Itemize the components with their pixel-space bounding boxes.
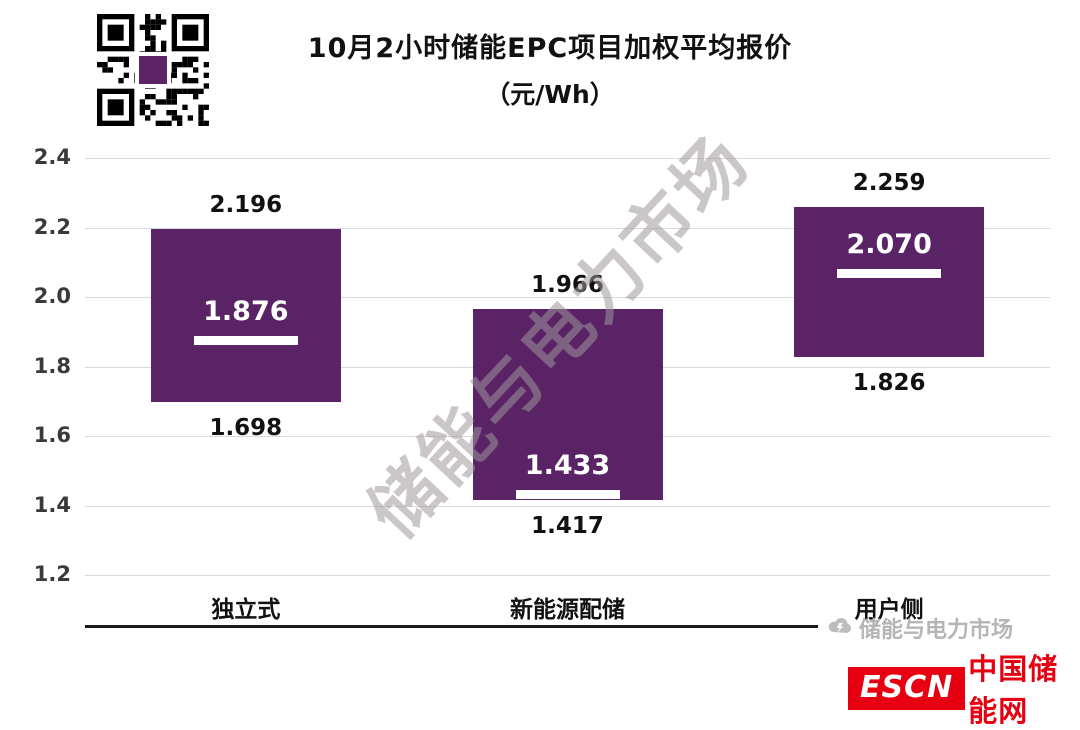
grid-line [85, 297, 1050, 298]
bar: 1.876 [150, 228, 341, 402]
grid-line [85, 505, 1050, 507]
bar-min-label: 1.698 [209, 414, 283, 441]
x-category-label: 用户侧 [854, 597, 924, 623]
grid-line [85, 227, 1050, 229]
x-category-label: 新能源配储 [510, 597, 625, 623]
bar-avg-label: 1.876 [203, 296, 289, 328]
y-tick-label: 1.6 [33, 423, 71, 447]
bar-max-label: 1.966 [531, 271, 604, 298]
bar-min-label: 1.826 [852, 370, 926, 397]
escn-logo: ESCN 中国储能网 [848, 646, 1080, 730]
y-tick-label: 2.2 [33, 214, 71, 239]
bar-max-label: 2.196 [209, 191, 283, 218]
bar: 1.433 [472, 308, 663, 500]
y-tick-label: 2.0 [33, 284, 71, 308]
chart-subtitle: （元/Wh） [485, 80, 615, 109]
y-tick-label: 1.2 [33, 562, 71, 586]
chart-title: 10月2小时储能EPC项目加权平均报价 [307, 33, 793, 64]
cloud-icon [826, 614, 854, 642]
qr-code-icon [97, 14, 209, 126]
y-tick-label: 1.8 [33, 353, 71, 378]
y-tick-label: 1.4 [33, 492, 71, 517]
grid-line [85, 158, 1050, 159]
corner-watermark: 储能与电力市场 [826, 612, 1013, 644]
bar-min-label: 1.417 [531, 512, 604, 539]
bar-avg-label: 1.433 [524, 450, 611, 482]
corner-watermark-text: 储能与电力市场 [859, 618, 1014, 643]
site-name: 中国储能网 [968, 652, 1059, 728]
bar-avg-label: 2.070 [846, 228, 932, 260]
bar-avg-marker [837, 268, 942, 278]
bar-avg-marker [515, 490, 620, 500]
plot-area: 2.4 2.2 2.0 1.8 1.6 1.4 1.2 1.876 2.196 1.698 独立式 1… [34, 145, 1050, 623]
escn-badge: ESCN [848, 666, 966, 710]
y-tick-label: 2.4 [33, 145, 71, 169]
bottom-divider [85, 625, 818, 628]
bar-max-label: 2.259 [852, 169, 926, 196]
title-block: 10月2小时储能EPC项目加权平均报价 （元/Wh） [215, 26, 885, 111]
chart-canvas: 10月2小时储能EPC项目加权平均报价 （元/Wh） 2.4 2.2 2.0 1.8 1… [34, 14, 1057, 728]
grid-line [85, 575, 1050, 576]
x-category-label: 独立式 [211, 597, 281, 623]
bar-avg-marker [193, 336, 298, 346]
bar: 2.070 [794, 206, 985, 358]
